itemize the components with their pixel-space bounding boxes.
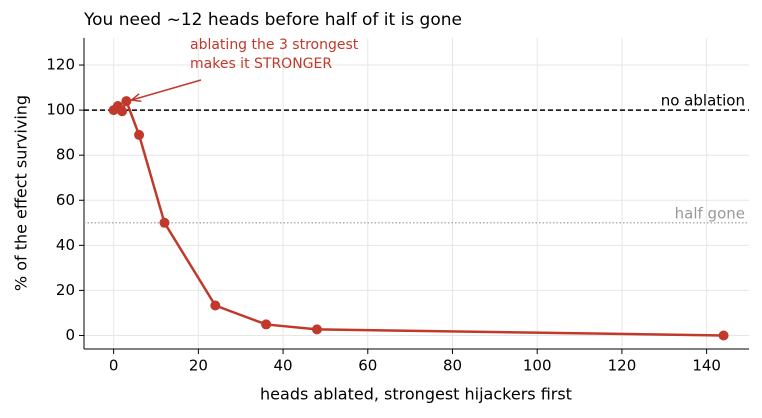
x-tick-label: 120 bbox=[608, 357, 637, 375]
y-tick-label: 0 bbox=[65, 326, 75, 344]
reference-label: no ablation bbox=[661, 92, 745, 110]
x-tick-label: 80 bbox=[443, 357, 462, 375]
y-tick-label: 20 bbox=[56, 281, 75, 299]
x-tick-label: 60 bbox=[358, 357, 377, 375]
point bbox=[261, 319, 272, 330]
annotation: ablating the 3 strongest bbox=[190, 37, 359, 53]
y-tick-label: 120 bbox=[46, 56, 75, 74]
x-tick-label: 140 bbox=[692, 357, 721, 375]
x-tick-label: 40 bbox=[274, 357, 293, 375]
point bbox=[210, 300, 221, 311]
y-tick-label: 80 bbox=[56, 146, 75, 164]
point bbox=[159, 217, 170, 228]
annotation-arrow bbox=[131, 79, 202, 101]
y-tick-label: 40 bbox=[56, 236, 75, 254]
chart-title: You need ~12 heads before half of it is … bbox=[83, 10, 462, 30]
point bbox=[134, 129, 145, 140]
y-tick-label: 60 bbox=[56, 191, 75, 209]
point bbox=[117, 106, 128, 117]
x-tick-label: 20 bbox=[189, 357, 208, 375]
x-axis-label: heads ablated, strongest hijackers first bbox=[260, 385, 572, 404]
x-tick-label: 0 bbox=[109, 357, 119, 375]
y-tick-label: 100 bbox=[46, 101, 75, 119]
line bbox=[112, 97, 724, 337]
point bbox=[121, 96, 132, 107]
x-tick-label: 100 bbox=[523, 357, 552, 375]
reference-label: half gone bbox=[675, 204, 745, 222]
arrow-head bbox=[129, 93, 142, 103]
point bbox=[718, 330, 729, 341]
y-axis-label: % of the effect surviving bbox=[12, 95, 31, 291]
point bbox=[311, 324, 322, 335]
annotation: makes it STRONGER bbox=[190, 56, 332, 72]
